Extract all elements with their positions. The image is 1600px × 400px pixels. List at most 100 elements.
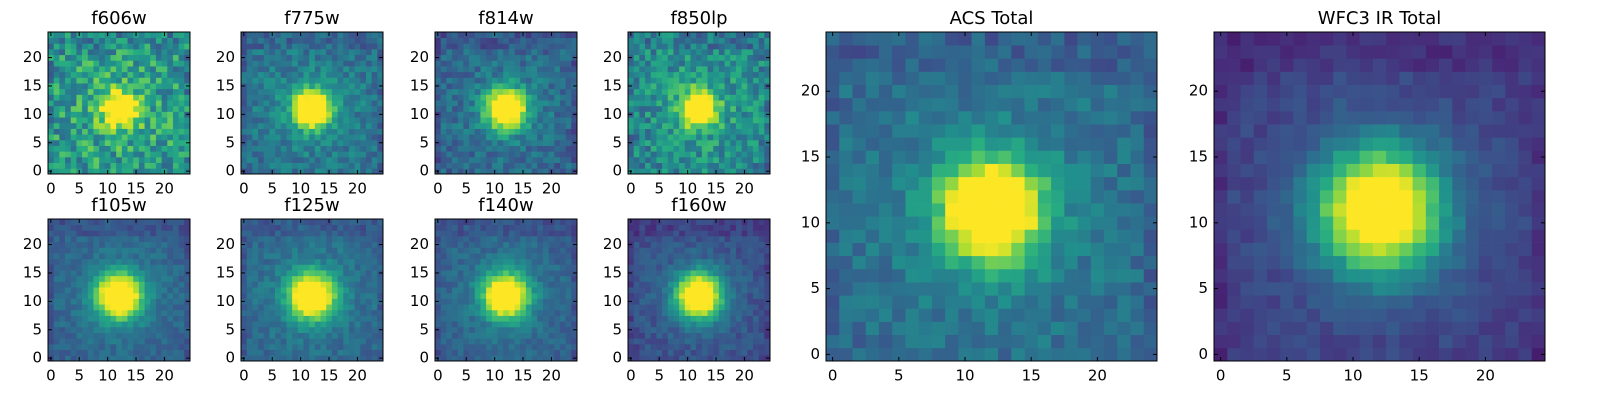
f140w-pixel-4-5	[457, 326, 464, 333]
f125w-pixel-18-24	[343, 219, 350, 226]
f606w-pixel-0-4	[48, 145, 55, 152]
f850lp-pixel-19-12	[735, 100, 742, 107]
f850lp-pixel-12-12	[696, 100, 703, 107]
f814w-pixel-4-7	[457, 128, 464, 135]
f775w-pixel-17-24	[337, 32, 344, 39]
f105w-pixel-9-23	[99, 224, 106, 231]
f125w-pixel-19-6	[348, 321, 355, 328]
f105w-pixel-13-12	[121, 287, 128, 294]
f814w-pixel-8-7	[480, 128, 487, 135]
f606w-x-tick-label-5: 5	[74, 180, 84, 198]
f105w-pixel-13-3	[121, 338, 128, 345]
f814w-pixel-10-18	[491, 66, 498, 73]
f775w-pixel-10-21	[297, 49, 304, 56]
f606w-pixel-9-2	[99, 156, 106, 163]
f814w-pixel-20-14	[548, 88, 555, 95]
f775w-pixel-12-14	[309, 88, 316, 95]
f775w-pixel-16-3	[331, 151, 338, 158]
f125w-pixel-20-22	[354, 230, 361, 237]
f140w-pixel-23-0	[565, 355, 572, 362]
f105w-pixel-9-2	[99, 343, 106, 350]
f125w-pixel-5-10	[269, 298, 276, 305]
f140w-pixel-1-19	[440, 247, 447, 254]
f606w-pixel-19-12	[155, 100, 162, 107]
f160w-pixel-8-10	[673, 298, 680, 305]
f160w-pixel-6-12	[662, 287, 669, 294]
f140w-pixel-2-19	[446, 247, 453, 254]
f125w-pixel-6-1	[275, 349, 282, 356]
f140w-y-tick-label-15: 15	[410, 263, 429, 281]
f775w-pixel-0-3	[241, 151, 248, 158]
f105w-pixel-19-4	[155, 332, 162, 339]
f850lp-x-tick-label-20: 20	[735, 180, 754, 198]
f850lp-pixel-3-7	[645, 128, 652, 135]
f814w-pixel-1-18	[440, 66, 447, 73]
f775w-pixel-18-6	[343, 134, 350, 141]
f606w-pixel-20-1	[161, 162, 168, 169]
f606w-pixel-16-9	[138, 117, 145, 124]
f606w-pixel-7-16	[87, 77, 94, 84]
f160w-pixel-9-3	[679, 338, 686, 345]
f850lp-pixel-8-19	[673, 60, 680, 67]
f814w-pixel-2-8	[446, 122, 453, 129]
f814w-pixel-16-20	[525, 54, 532, 61]
f105w-pixel-15-8	[133, 309, 140, 316]
f850lp-pixel-5-16	[656, 77, 663, 84]
f125w-pixel-11-0	[303, 355, 310, 362]
f105w-pixel-3-7	[65, 315, 72, 322]
f775w-pixel-2-8	[252, 122, 259, 129]
f775w-pixel-10-13	[297, 94, 304, 101]
f140w-pixel-10-14	[491, 275, 498, 282]
f775w-pixel-12-24	[309, 32, 316, 39]
f140w-pixel-21-11	[554, 292, 561, 299]
f606w-pixel-17-7	[144, 128, 151, 135]
f814w-pixel-17-2	[531, 156, 538, 163]
f850lp-pixel-1-17	[633, 71, 640, 78]
f606w-pixel-2-21	[59, 49, 66, 56]
f814w-pixel-8-18	[480, 66, 487, 73]
f850lp-pixel-21-7	[747, 128, 754, 135]
f775w-y-tick-label-10: 10	[216, 105, 235, 123]
f606w-pixel-11-19	[110, 60, 117, 67]
f140w-pixel-20-11	[548, 292, 555, 299]
f160w-pixel-2-9	[639, 304, 646, 311]
f140w-pixel-6-15	[469, 270, 476, 277]
f850lp-pixel-12-17	[696, 71, 703, 78]
f606w-pixel-0-23	[48, 37, 55, 44]
f160w-pixel-16-6	[718, 321, 725, 328]
f814w-pixel-23-0	[565, 168, 572, 175]
f125w-pixel-13-1	[314, 349, 321, 356]
f160w-pixel-23-6	[758, 321, 765, 328]
f606w-pixel-12-12	[116, 100, 123, 107]
f850lp-pixel-15-18	[713, 66, 720, 73]
f140w-pixel-22-17	[559, 258, 566, 265]
f160w-pixel-17-12	[724, 287, 731, 294]
f814w-pixel-2-16	[446, 77, 453, 84]
f775w-y-tick-label-0: 0	[225, 162, 235, 180]
f125w-pixel-13-11	[314, 292, 321, 299]
f140w-pixel-5-19	[463, 247, 470, 254]
f850lp-pixel-11-17	[690, 71, 697, 78]
f105w-pixel-12-21	[116, 236, 123, 243]
f160w-pixel-8-4	[673, 332, 680, 339]
f105w-pixel-18-7	[150, 315, 157, 322]
f814w-pixel-13-2	[508, 156, 515, 163]
f105w-pixel-15-14	[133, 275, 140, 282]
f850lp-pixel-7-16	[667, 77, 674, 84]
f814w-pixel-10-21	[491, 49, 498, 56]
f850lp-pixel-24-19	[764, 60, 771, 67]
f125w-pixel-23-21	[371, 236, 378, 243]
f850lp-pixel-19-6	[735, 134, 742, 141]
f775w-pixel-10-9	[297, 117, 304, 124]
f140w-pixel-8-10	[480, 298, 487, 305]
f606w-pixel-11-1	[110, 162, 117, 169]
f814w-pixel-22-13	[559, 94, 566, 101]
f850lp-pixel-15-19	[713, 60, 720, 67]
f775w-pixel-3-13	[258, 94, 265, 101]
f105w-pixel-7-15	[87, 270, 94, 277]
f775w-pixel-7-15	[280, 83, 287, 90]
f105w-pixel-14-1	[127, 349, 134, 356]
f105w-pixel-17-11	[144, 292, 151, 299]
f160w-pixel-2-13	[639, 281, 646, 288]
f814w-pixel-0-2	[435, 156, 442, 163]
